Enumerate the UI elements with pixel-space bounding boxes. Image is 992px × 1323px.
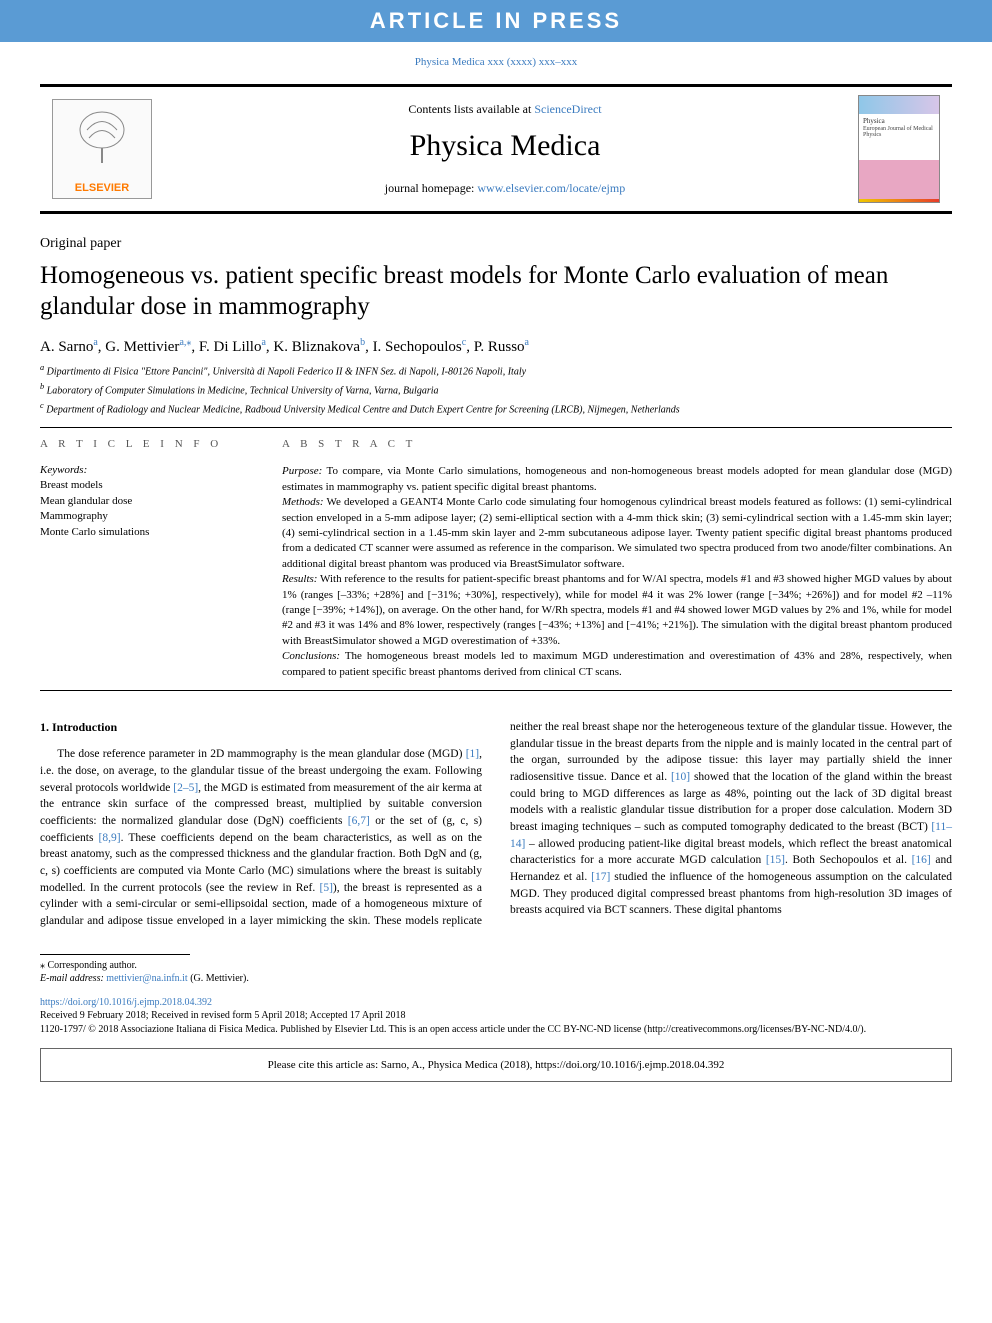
elsevier-tree-icon [67,108,137,168]
article-title: Homogeneous vs. patient specific breast … [40,260,952,323]
cover-title-1: Physica [863,117,885,125]
affiliation-c-text: Department of Radiology and Nuclear Medi… [46,404,680,415]
affiliation-b: b Laboratory of Computer Simulations in … [40,381,952,398]
author-4: K. Bliznakova [273,339,360,355]
keyword-2: Mean glandular dose [40,494,250,509]
abs-conclusions-label: Conclusions: [282,650,340,662]
ref-10[interactable]: [10] [671,771,690,783]
keywords-label: Keywords: [40,464,250,476]
author-2-corr: ⁎ [186,337,191,348]
top-citation-link[interactable]: Physica Medica xxx (xxxx) xxx–xxx [0,42,992,78]
journal-homepage-line: journal homepage: www.elsevier.com/locat… [164,181,846,196]
keyword-4: Monte Carlo simulations [40,525,250,540]
body-columns: 1. Introduction The dose reference param… [40,719,952,930]
author-6: P. Russo [474,339,525,355]
ref-2-5[interactable]: [2–5] [173,782,198,794]
ref-5[interactable]: [5] [319,882,332,894]
ref-17[interactable]: [17] [591,871,610,883]
footnote-separator [40,954,190,955]
author-6-affil: a [525,337,529,348]
ref-16[interactable]: [16] [912,854,931,866]
homepage-url[interactable]: www.elsevier.com/locate/ejmp [477,181,625,195]
author-3: F. Di Lillo [199,339,262,355]
divider [40,690,952,691]
authors-list: A. Sarnoa, G. Mettiviera,⁎, F. Di Lilloa… [40,337,952,356]
copyright-line: 1120-1797/ © 2018 Associazione Italiana … [40,1023,952,1037]
affiliation-b-text: Laboratory of Computer Simulations in Me… [47,385,439,396]
abs-purpose: To compare, via Monte Carlo simulations,… [282,465,952,492]
email-link[interactable]: mettivier@na.infn.it [106,973,187,984]
elsevier-wordmark: ELSEVIER [75,182,129,194]
author-5-affil: c [462,337,466,348]
affiliation-a-text: Dipartimento di Fisica "Ettore Pancini",… [47,366,526,377]
author-2: G. Mettivier [105,339,179,355]
ref-15[interactable]: [15] [766,854,785,866]
ref-6-7[interactable]: [6,7] [348,815,370,827]
abs-results: With reference to the results for patien… [282,573,952,647]
abs-methods-label: Methods: [282,496,324,508]
keyword-3: Mammography [40,509,250,524]
abstract-heading: A B S T R A C T [282,438,952,450]
ref-1[interactable]: [1] [466,748,479,760]
journal-cover-thumbnail: PhysicaEuropean Journal of Medical Physi… [858,95,940,203]
divider [40,427,952,428]
cover-title-2: European Journal of Medical Physics [863,126,933,139]
email-line: E-mail address: mettivier@na.infn.it (G.… [40,972,952,986]
please-cite-box: Please cite this article as: Sarno, A., … [40,1048,952,1082]
intro-part-1i: . Both Sechopoulos et al. [785,854,912,866]
affiliation-a: a Dipartimento di Fisica "Ettore Pancini… [40,362,952,379]
article-info-heading: A R T I C L E I N F O [40,438,250,450]
abs-results-label: Results: [282,573,317,585]
abs-purpose-label: Purpose: [282,465,322,477]
section-1-heading: 1. Introduction [40,719,482,736]
author-3-affil: a [261,337,265,348]
abstract-block: A B S T R A C T Purpose: To compare, via… [282,438,952,679]
email-label: E-mail address: [40,973,106,984]
intro-paragraph: The dose reference parameter in 2D mammo… [40,719,952,930]
intro-part-1a: The dose reference parameter in 2D mammo… [57,748,465,760]
doi-link[interactable]: https://doi.org/10.1016/j.ejmp.2018.04.3… [40,997,212,1008]
contents-available-line: Contents lists available at ScienceDirec… [164,102,846,117]
article-info-sidebar: A R T I C L E I N F O Keywords: Breast m… [40,438,250,679]
abs-methods: We developed a GEANT4 Monte Carlo code s… [282,496,952,570]
paper-type: Original paper [40,236,952,252]
journal-name: Physica Medica [164,129,846,163]
homepage-prefix: journal homepage: [385,181,478,195]
author-4-affil: b [360,337,365,348]
journal-header: ELSEVIER Contents lists available at Sci… [40,84,952,214]
sciencedirect-link[interactable]: ScienceDirect [534,102,601,116]
article-in-press-banner: ARTICLE IN PRESS [0,0,992,42]
author-5: I. Sechopoulos [373,339,462,355]
contents-prefix: Contents lists available at [408,102,534,116]
author-1: A. Sarno [40,339,93,355]
email-who: (G. Mettivier). [188,973,249,984]
corresponding-author-note: ⁎ Corresponding author. [40,959,952,973]
elsevier-logo: ELSEVIER [52,99,152,199]
ref-8-9[interactable]: [8,9] [99,832,121,844]
abs-conclusions: The homogeneous breast models led to max… [282,650,952,677]
keyword-1: Breast models [40,478,250,493]
received-dates: Received 9 February 2018; Received in re… [40,1009,952,1023]
footnotes: ⁎ Corresponding author. E-mail address: … [40,954,952,1037]
affiliation-c: c Department of Radiology and Nuclear Me… [40,400,952,417]
author-1-affil: a [93,337,97,348]
